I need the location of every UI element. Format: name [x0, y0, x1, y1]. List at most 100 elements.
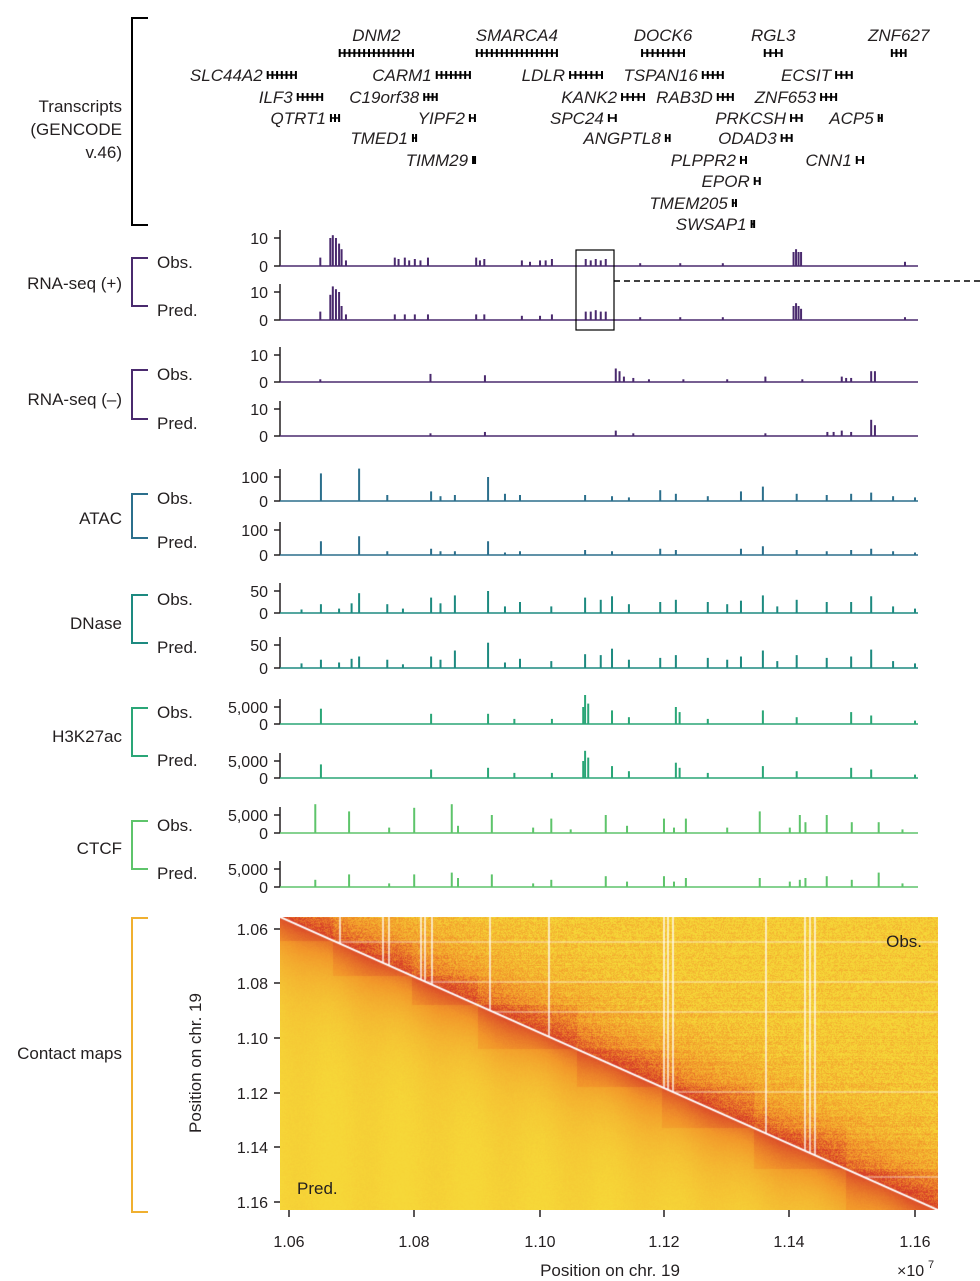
track-peak — [518, 495, 521, 501]
track-peak — [611, 710, 614, 724]
track-peak — [739, 656, 742, 668]
track-peak — [401, 608, 404, 613]
gene-exon — [753, 220, 756, 228]
gene-exon — [641, 49, 644, 57]
track-peak — [430, 769, 433, 778]
gene-exon — [454, 71, 457, 79]
gene-odad3: ODAD3 — [718, 129, 793, 148]
gene-exon — [387, 49, 390, 57]
gene-exon — [415, 134, 418, 142]
gene-exon — [411, 134, 414, 142]
track-peak — [739, 491, 742, 501]
y-tick-label: 0 — [259, 880, 268, 897]
track-peak — [483, 314, 486, 320]
track-peak — [850, 822, 853, 833]
track-bracket-h3k27ac — [131, 707, 148, 757]
track-peak — [622, 376, 625, 382]
track-peak — [901, 829, 904, 833]
track-peak — [518, 551, 521, 555]
gene-exon — [862, 156, 865, 164]
track-peak — [388, 827, 391, 833]
track-peak — [594, 310, 597, 320]
track-peak — [319, 473, 322, 501]
track-peak — [914, 497, 916, 501]
track-peak — [788, 827, 791, 833]
gene-exon — [353, 49, 356, 57]
y-tick-label: 1.08 — [237, 976, 268, 993]
gene-carm1: CARM1 — [372, 66, 471, 85]
transcripts-bracket — [131, 17, 148, 226]
gene-label: DOCK6 — [634, 26, 693, 45]
gene-c19orf38: C19orf38 — [349, 88, 438, 107]
gene-exon — [329, 114, 332, 122]
gene-exon — [266, 71, 269, 79]
track-peak — [877, 822, 880, 833]
gene-spc24: SPC24 — [550, 109, 617, 128]
gene-exon — [301, 93, 304, 101]
track-peak — [795, 550, 798, 555]
track-peak — [413, 314, 416, 320]
track-peak — [870, 715, 873, 724]
gene-exon — [726, 93, 729, 101]
track-peak — [627, 604, 630, 613]
track-pred-label: Pred. — [157, 864, 198, 883]
track-peak — [826, 431, 829, 436]
track-peak — [840, 376, 843, 382]
gene-exon — [423, 93, 426, 101]
track-peak — [870, 419, 873, 436]
track-peak — [338, 243, 341, 266]
track-peak — [503, 493, 506, 501]
track-peak — [726, 827, 729, 833]
gene-exon — [530, 49, 533, 57]
track-peak — [584, 654, 587, 668]
track-peak — [892, 496, 895, 501]
gene-exon — [621, 93, 624, 101]
track-pred-label: Pred. — [157, 414, 198, 433]
track-obs-label: Obs. — [157, 590, 193, 609]
gene-exon — [668, 134, 671, 142]
track-peak — [532, 827, 535, 833]
gene-label: SWSAP1 — [676, 215, 747, 234]
gene-exon — [397, 49, 400, 57]
track-peak — [761, 486, 764, 501]
track-peak — [873, 425, 876, 436]
gene-exon — [739, 156, 742, 164]
y-tick-label: 0 — [259, 771, 268, 788]
track-peak — [850, 431, 853, 436]
gene-plppr2: PLPPR2 — [671, 151, 747, 170]
track-bracket-rna-seq — [131, 257, 148, 307]
track-peak — [674, 599, 677, 613]
track-peak — [457, 878, 460, 887]
gene-exon — [545, 49, 548, 57]
y-tick-label: 5,000 — [228, 754, 268, 771]
y-tick-label: 5,000 — [228, 862, 268, 879]
gene-label: EPOR — [702, 172, 750, 191]
gene-label: TSPAN16 — [623, 66, 698, 85]
track-peak — [892, 661, 895, 668]
track-peak — [599, 599, 602, 613]
gene-exon — [706, 71, 709, 79]
gene-exon — [895, 49, 898, 57]
track-peak — [334, 238, 337, 266]
track-peak — [706, 718, 709, 724]
track-peak — [761, 546, 764, 555]
gene-exon — [343, 49, 346, 57]
track-peak — [901, 883, 904, 887]
track-peak — [776, 661, 779, 668]
track-peak — [792, 306, 795, 320]
gene-swsap1: SWSAP1 — [676, 215, 756, 234]
gene-exon — [402, 49, 405, 57]
track-peak — [344, 314, 347, 320]
gene-exon — [820, 93, 823, 101]
y-tick-label: 1.10 — [237, 1031, 268, 1048]
track-peak — [450, 872, 453, 887]
gene-cnn1: CNN1 — [805, 151, 865, 170]
track-peak — [483, 259, 486, 266]
gene-exon — [540, 49, 543, 57]
track-peak — [439, 603, 442, 613]
track-peak — [850, 602, 853, 613]
track-peak — [584, 311, 587, 320]
track-peak — [490, 815, 493, 833]
